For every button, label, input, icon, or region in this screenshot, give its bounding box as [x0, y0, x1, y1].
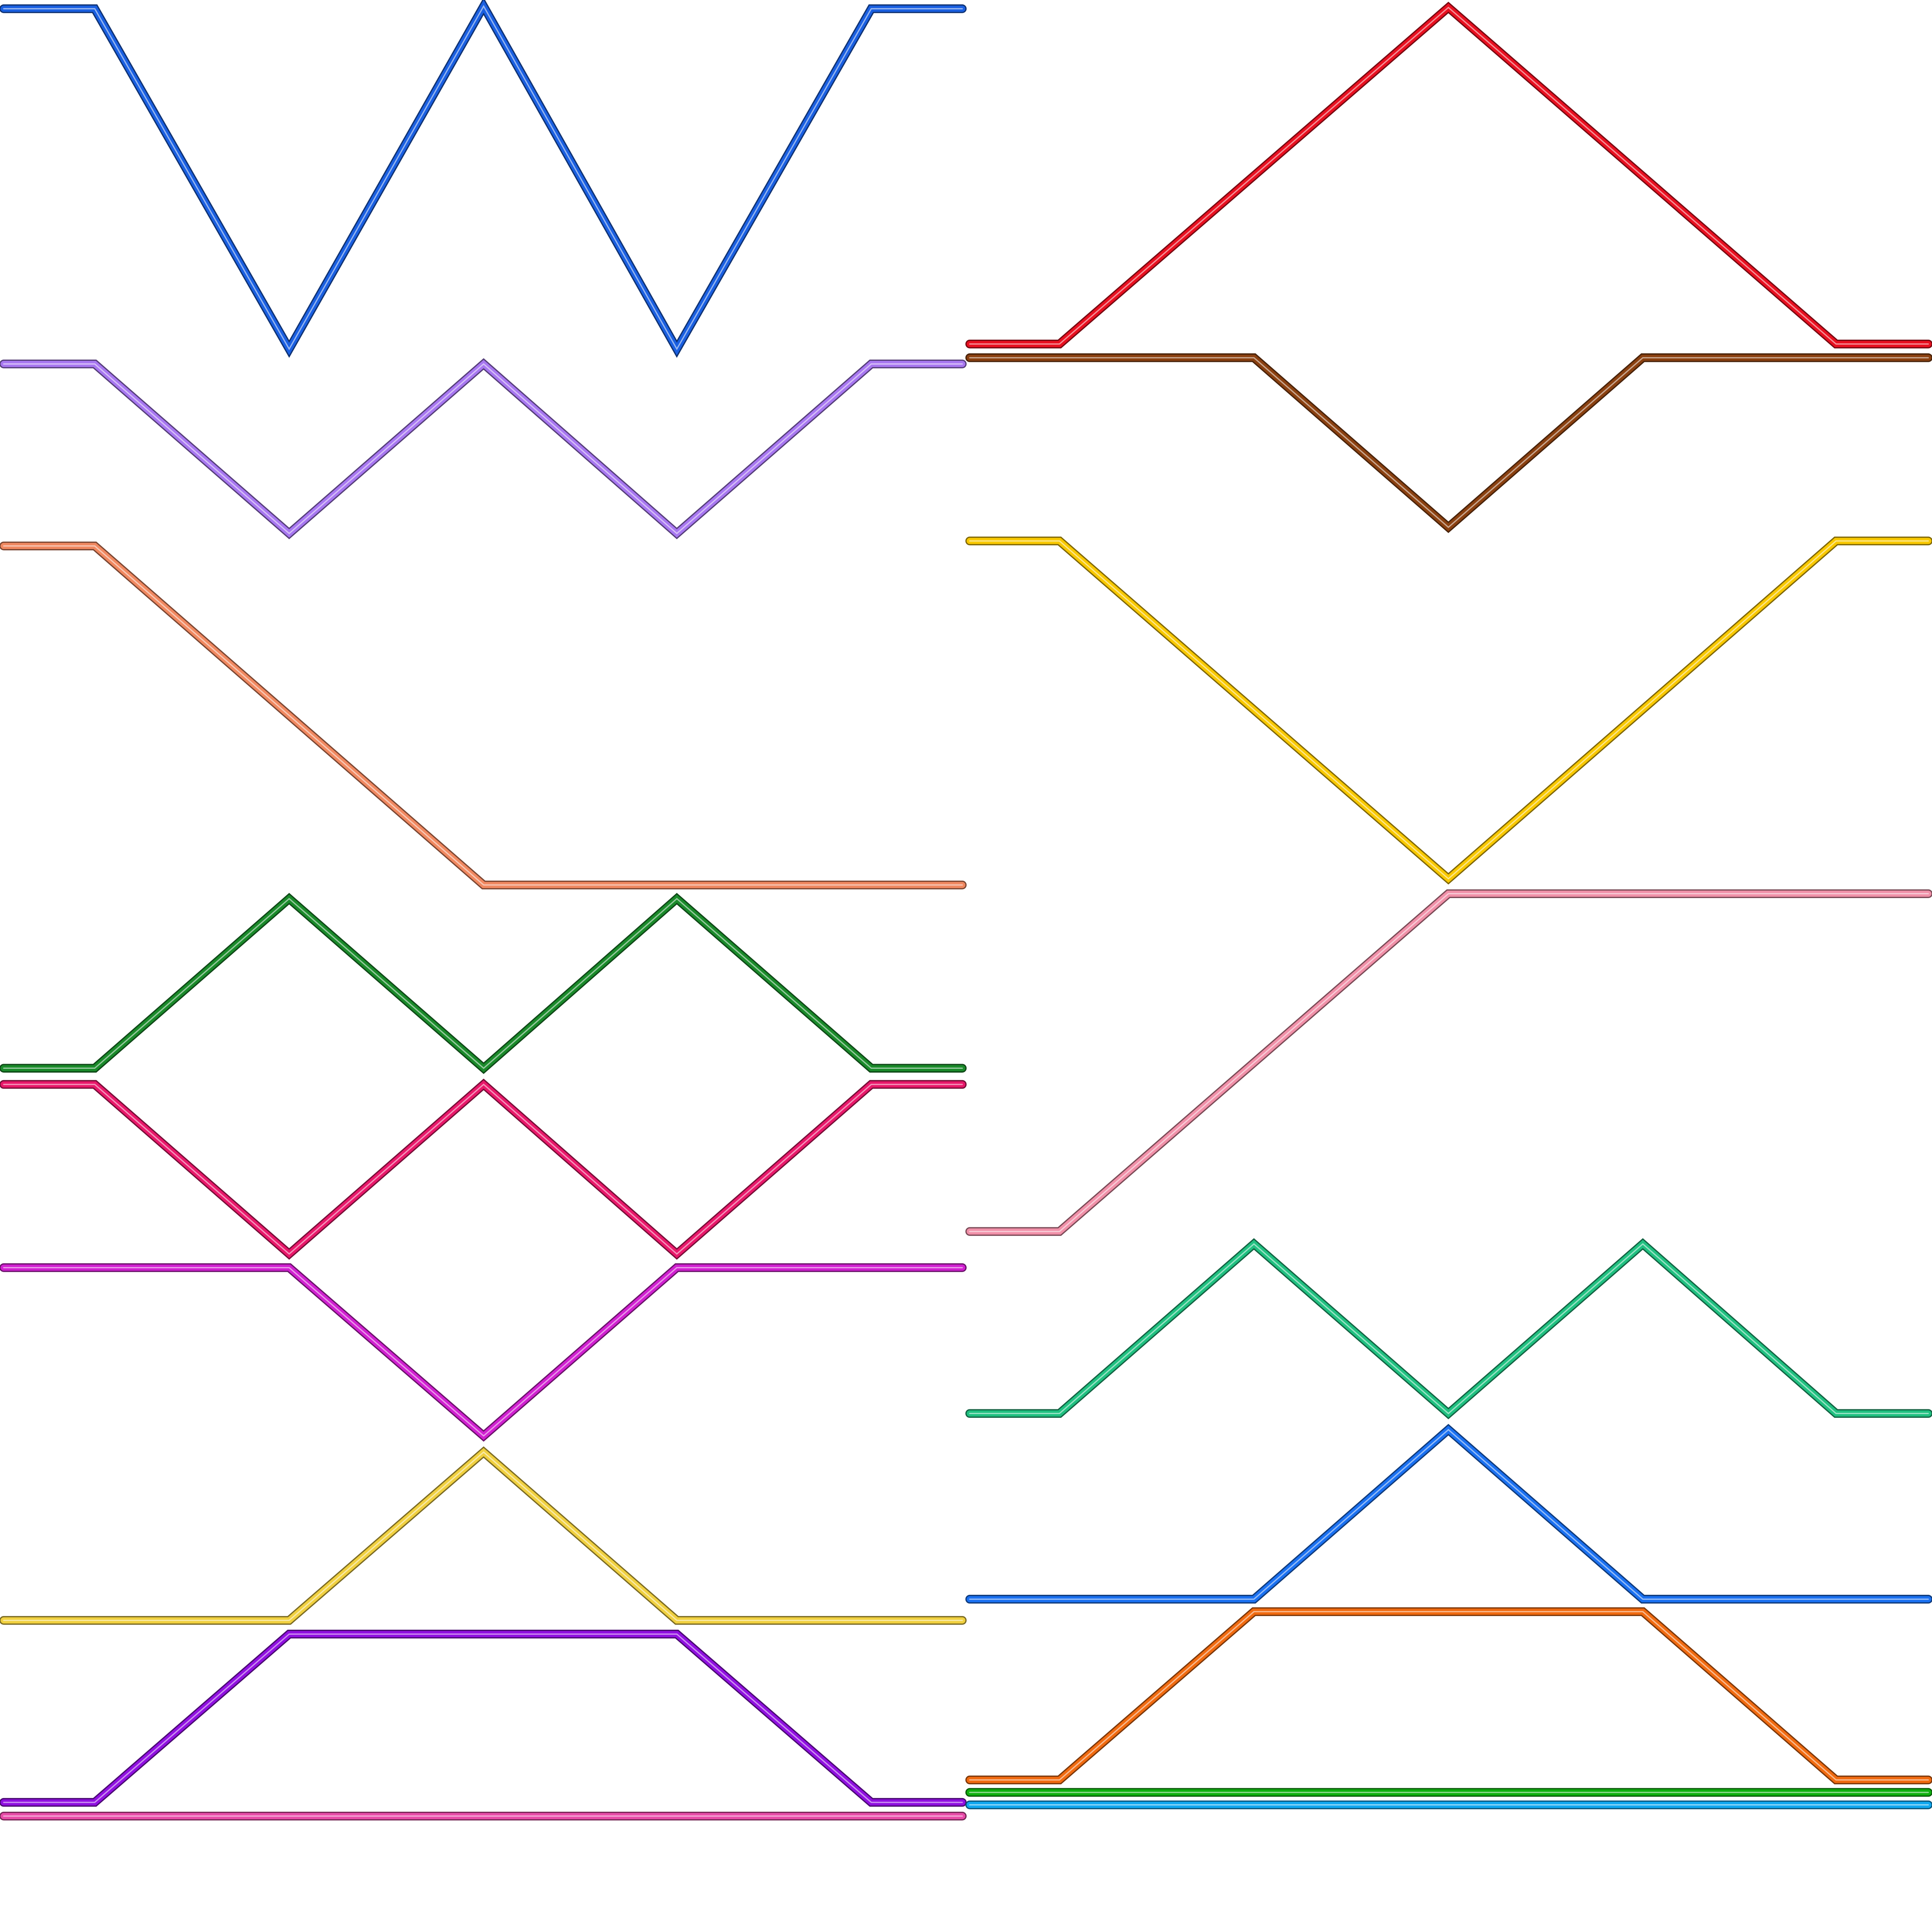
pipe-highlight [969, 893, 1929, 1232]
pipe-sprite [0, 541, 967, 890]
pipe-body [0, 1080, 966, 1258]
pipe-body [966, 1608, 1932, 1783]
pipe-sprite [965, 1238, 1932, 1419]
pipe-sprite [0, 1078, 967, 1260]
pipe-highlight [969, 1243, 1929, 1415]
pipe-outline [965, 1607, 1932, 1784]
pipe-sprite [965, 1, 1932, 349]
pipe-sprite [965, 889, 1932, 1236]
pipe-outline [0, 541, 967, 890]
pipe-highlight [3, 363, 963, 534]
pipe-sprite [965, 536, 1932, 885]
pipe-body [966, 354, 1932, 532]
pipe-outline [0, 1446, 967, 1625]
pipe-outline [965, 353, 1932, 533]
pipe-body [966, 1240, 1932, 1418]
pipe-highlight [969, 540, 1929, 880]
pipe-body [0, 0, 966, 356]
pipe-outline [965, 1424, 1932, 1604]
pipe-body [966, 1425, 1932, 1603]
pipe-sprite [0, 0, 967, 358]
pipe-outline [965, 1238, 1932, 1419]
pipe-outline [0, 1630, 967, 1807]
pipe-outline [0, 893, 967, 1074]
pipe-highlight [969, 357, 1929, 528]
pipe-highlight [3, 1267, 963, 1437]
pipe-highlight [969, 1611, 1929, 1781]
pipe-outline [0, 1263, 967, 1442]
pipe-outline [0, 0, 967, 358]
pipe-body [0, 1631, 966, 1806]
pipe-sprite [965, 1607, 1932, 1784]
pipe-sprite [965, 1424, 1932, 1604]
pipe-highlight [3, 898, 963, 1069]
pipe-body [0, 894, 966, 1073]
pipe-sprite [0, 1446, 967, 1625]
pipe-highlight [3, 545, 963, 886]
pipe-highlight [3, 1083, 963, 1255]
pipe-highlight [969, 7, 1929, 345]
pipe-highlight [3, 1633, 963, 1803]
pipe-sprite [0, 1630, 967, 1807]
pipe-sprite [0, 358, 967, 540]
pipe-highlight [3, 1451, 963, 1621]
pipe-highlight [3, 5, 963, 350]
pipe-body [0, 1264, 966, 1441]
pipe-highlight [969, 1429, 1929, 1600]
pipe-body [966, 891, 1932, 1235]
pipe-sprite [0, 1263, 967, 1442]
pipe-body [0, 359, 966, 538]
pipe-body [0, 1448, 966, 1624]
pipe-outline [0, 358, 967, 540]
pipe-outline [0, 1078, 967, 1260]
pipe-sprite [0, 893, 967, 1074]
pipe-sprite [965, 353, 1932, 533]
